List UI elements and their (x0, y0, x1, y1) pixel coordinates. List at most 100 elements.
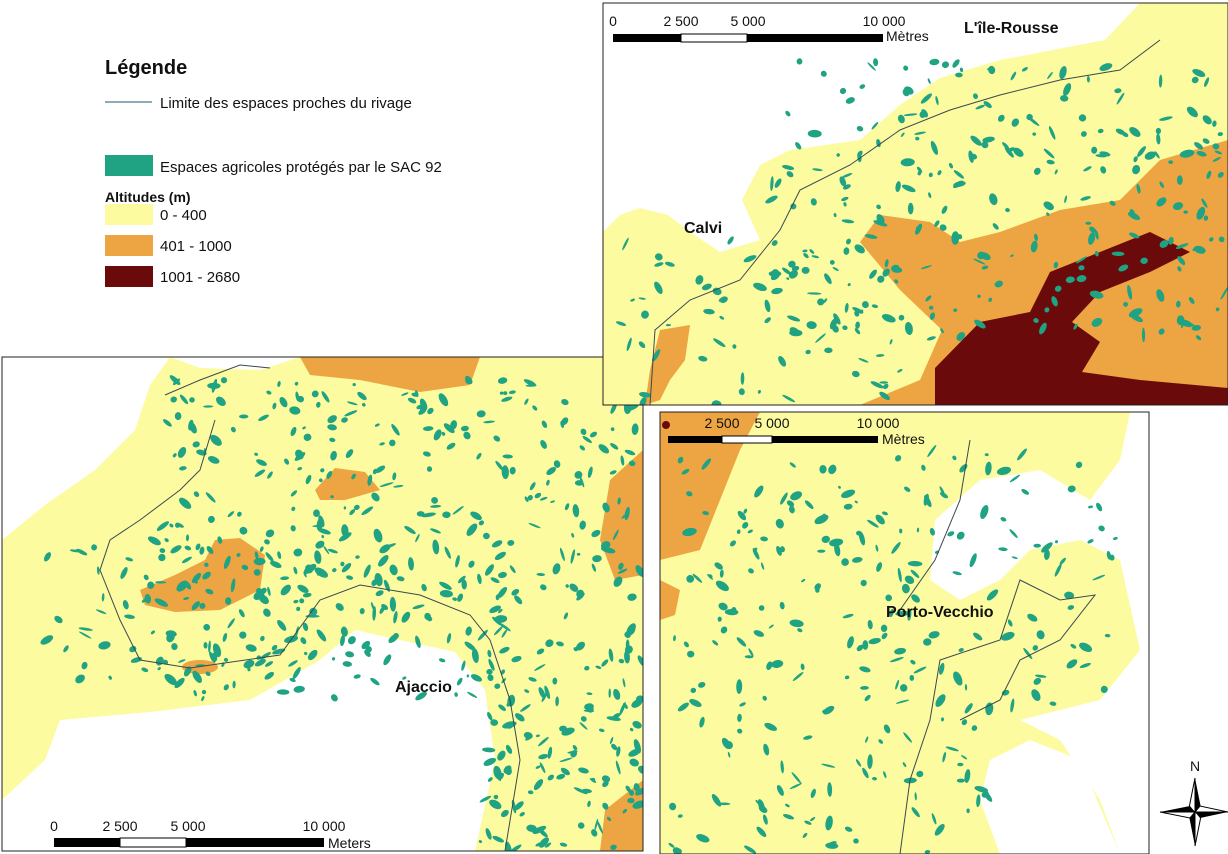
agricultural-patch (524, 689, 530, 693)
agricultural-patch (444, 546, 451, 559)
agricultural-patch (970, 135, 982, 146)
agricultural-patch (502, 454, 513, 459)
agricultural-patch (789, 619, 804, 628)
agricultural-patch (546, 466, 557, 476)
agricultural-patch (363, 564, 371, 578)
agricultural-patch (556, 641, 564, 647)
agricultural-patch (788, 260, 796, 268)
agricultural-patch (320, 468, 325, 473)
agricultural-patch (628, 626, 636, 636)
agricultural-patch (415, 533, 420, 543)
agricultural-patch (810, 198, 817, 206)
agricultural-patch (1001, 689, 1010, 696)
agricultural-patch (1206, 170, 1212, 179)
agricultural-patch (487, 674, 494, 682)
agricultural-patch (1043, 148, 1055, 159)
agricultural-patch (1065, 276, 1075, 283)
agricultural-patch (927, 444, 937, 458)
agricultural-patch (911, 807, 920, 818)
agricultural-patch (561, 399, 569, 406)
agricultural-patch (527, 790, 534, 795)
agricultural-patch (1043, 549, 1050, 560)
agricultural-patch (292, 667, 301, 680)
agricultural-patch (675, 848, 682, 854)
agricultural-patch (258, 414, 269, 422)
agricultural-patch (867, 62, 876, 71)
agricultural-patch (591, 529, 601, 538)
agricultural-patch (1010, 254, 1014, 258)
agricultural-patch (272, 402, 277, 410)
agricultural-patch (54, 615, 63, 624)
agricultural-patch (1032, 645, 1039, 651)
agricultural-patch (921, 464, 926, 471)
agricultural-patch (529, 482, 536, 491)
agricultural-patch (1033, 318, 1039, 323)
agricultural-patch (779, 601, 785, 610)
agricultural-patch (165, 630, 177, 638)
agricultural-patch (915, 223, 923, 235)
agricultural-patch (302, 592, 312, 598)
agricultural-patch (1054, 540, 1059, 544)
agricultural-patch (223, 684, 229, 691)
agricultural-patch (331, 657, 336, 661)
agricultural-patch (864, 694, 871, 702)
agricultural-patch (792, 671, 804, 682)
agricultural-patch (877, 275, 885, 283)
agricultural-patch (785, 110, 791, 117)
agricultural-patch (609, 736, 614, 745)
agricultural-patch (841, 489, 856, 499)
agricultural-patch (677, 456, 684, 464)
agricultural-patch (744, 845, 757, 854)
agricultural-patch (579, 445, 586, 451)
agricultural-patch (876, 138, 881, 148)
agricultural-patch (687, 650, 695, 658)
agricultural-patch (1010, 698, 1015, 713)
frame (659, 411, 1150, 854)
agricultural-patch (185, 534, 190, 542)
agricultural-patch (1217, 171, 1224, 178)
agricultural-patch (800, 663, 805, 671)
agricultural-patch (230, 426, 236, 433)
agricultural-patch (602, 802, 609, 810)
agricultural-patch (465, 626, 472, 636)
altitude-patch (300, 357, 480, 392)
agricultural-patch (899, 684, 908, 692)
agricultural-patch (677, 814, 683, 818)
agricultural-patch (748, 568, 754, 574)
agricultural-patch (491, 540, 503, 548)
agricultural-patch (883, 771, 887, 779)
agricultural-patch (582, 435, 592, 444)
agricultural-patch (536, 648, 545, 655)
agricultural-patch (973, 258, 986, 265)
agricultural-patch (327, 424, 337, 431)
agricultural-patch (564, 503, 570, 511)
agricultural-patch (633, 783, 640, 792)
agricultural-patch (984, 453, 989, 457)
sea (980, 740, 1120, 854)
agricultural-patch (953, 181, 966, 188)
agricultural-patch (335, 603, 344, 611)
agricultural-patch (209, 651, 216, 663)
agricultural-patch (457, 593, 464, 602)
agricultural-patch (375, 590, 384, 597)
agricultural-patch (365, 646, 372, 653)
agricultural-patch (901, 583, 910, 594)
agricultural-patch (853, 838, 859, 844)
agricultural-patch (907, 609, 912, 621)
agricultural-patch (876, 562, 883, 572)
agricultural-patch (570, 549, 576, 564)
agricultural-patch (267, 586, 271, 596)
agricultural-patch (856, 125, 864, 132)
scale-tick: 2 500 (704, 415, 739, 431)
sea (603, 3, 1140, 252)
agricultural-patch (842, 184, 851, 190)
agricultural-patch (703, 308, 715, 315)
agricultural-patch (748, 648, 754, 657)
agricultural-patch (552, 677, 558, 685)
agricultural-patch (264, 671, 275, 680)
agricultural-patch (501, 809, 509, 818)
agricultural-patch (260, 635, 265, 642)
agricultural-patch (277, 380, 281, 388)
agricultural-patch (775, 518, 784, 529)
agricultural-patch (361, 506, 374, 516)
